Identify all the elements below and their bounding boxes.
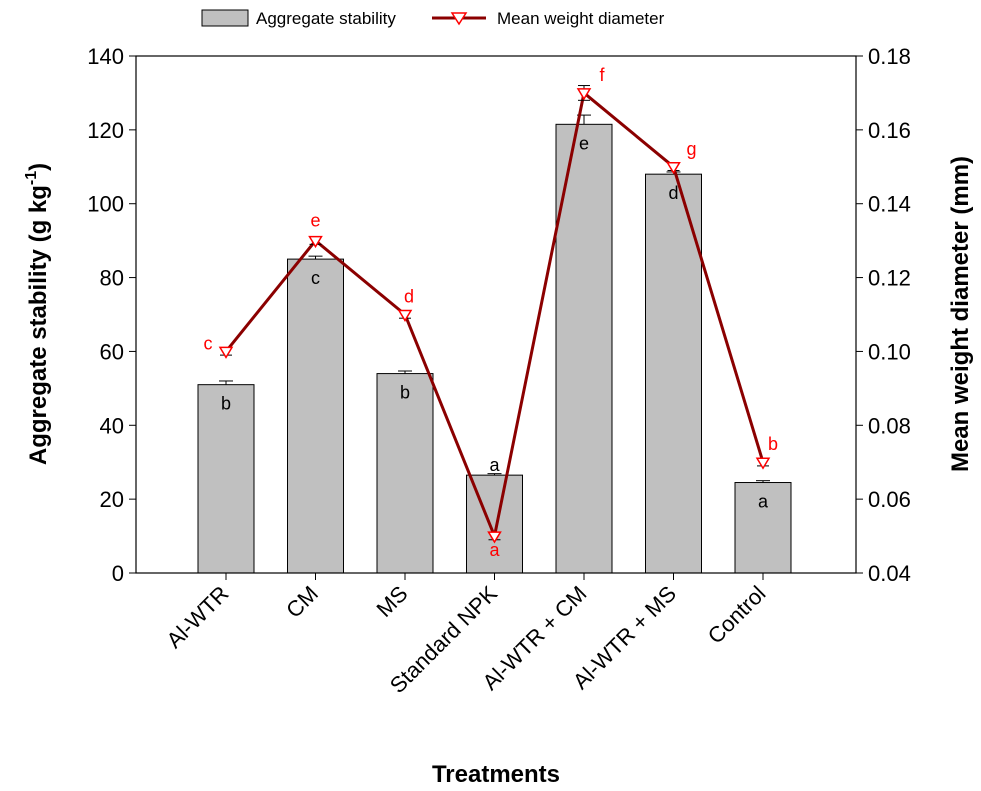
legend: Aggregate stability Mean weight diameter xyxy=(201,9,665,28)
y2-tick-label: 0.08 xyxy=(868,413,911,438)
y2-axis-label: Mean weight diameter (mm) xyxy=(947,156,974,472)
mwd-letter: e xyxy=(310,211,320,231)
y-tick-label: 80 xyxy=(100,266,124,291)
bar xyxy=(645,173,702,574)
bar-letter: a xyxy=(758,492,769,512)
bar-letter: e xyxy=(579,133,589,153)
y2-tick-label: 0.14 xyxy=(868,192,911,217)
y2-tick-label: 0.12 xyxy=(868,266,911,291)
bar-letter: c xyxy=(311,268,320,288)
y-tick-label: 40 xyxy=(100,413,124,438)
y2-tick-label: 0.18 xyxy=(868,44,911,69)
x-tick-label: Al-WTR xyxy=(161,581,233,653)
y-axis-label-sup: -1 xyxy=(23,171,40,185)
legend-triangle-marker-icon xyxy=(450,12,468,26)
y-tick-label: 60 xyxy=(100,339,124,364)
bar-letter: b xyxy=(400,383,410,403)
mwd-series: c e d a f g b xyxy=(204,65,779,560)
x-tick-label: MS xyxy=(372,581,413,622)
mwd-letter: g xyxy=(686,139,696,159)
y-axis-label-main: Aggregate stability (g kg xyxy=(25,185,52,465)
mwd-point xyxy=(487,531,502,544)
mwd-letter: f xyxy=(599,65,605,85)
mwd-letter: a xyxy=(489,540,500,560)
bars xyxy=(197,123,792,574)
y2-tick-label: 0.06 xyxy=(868,487,911,512)
y-tick-label: 0 xyxy=(112,561,124,586)
mwd-letter: b xyxy=(768,434,778,454)
bar xyxy=(734,482,792,574)
left-axis-ticks: 0 20 40 60 80 100 120 140 xyxy=(87,44,136,586)
mwd-letter: c xyxy=(204,333,213,353)
bar xyxy=(287,258,344,574)
mwd-point xyxy=(308,235,323,249)
y-tick-label: 140 xyxy=(87,44,124,69)
bar-letters: b c b a e d a xyxy=(221,133,769,511)
y2-tick-label: 0.16 xyxy=(868,118,911,143)
bar-letter: d xyxy=(668,183,678,203)
plot-frame xyxy=(135,55,857,574)
y2-tick-label: 0.04 xyxy=(868,561,911,586)
mwd-letter: d xyxy=(404,287,414,307)
mwd-point xyxy=(576,88,592,101)
legend-bar-label: Aggregate stability xyxy=(256,9,396,28)
mwd-point xyxy=(755,457,771,470)
y-tick-label: 100 xyxy=(87,192,124,217)
legend-bar-swatch xyxy=(201,9,249,27)
y-axis-label: Aggregate stability (g kg-1) xyxy=(23,163,52,465)
bar xyxy=(555,123,613,574)
y-tick-label: 20 xyxy=(100,487,124,512)
y-axis-label-close: ) xyxy=(25,163,52,171)
x-tick-label: CM xyxy=(281,581,323,623)
right-axis-ticks: 0.04 0.06 0.08 0.10 0.12 0.14 0.16 0.18 xyxy=(856,44,911,586)
bar-letter: b xyxy=(221,394,231,414)
mwd-point xyxy=(218,346,234,359)
y2-tick-label: 0.10 xyxy=(868,339,911,364)
mwd-point xyxy=(397,309,413,322)
x-tick-label: Control xyxy=(703,581,771,649)
bar xyxy=(376,373,434,574)
x-axis-label: Treatments xyxy=(432,761,560,788)
y-tick-label: 120 xyxy=(87,118,124,143)
mwd-point xyxy=(666,162,681,175)
bar-letter: a xyxy=(489,455,500,475)
legend-line-label: Mean weight diameter xyxy=(497,9,665,28)
